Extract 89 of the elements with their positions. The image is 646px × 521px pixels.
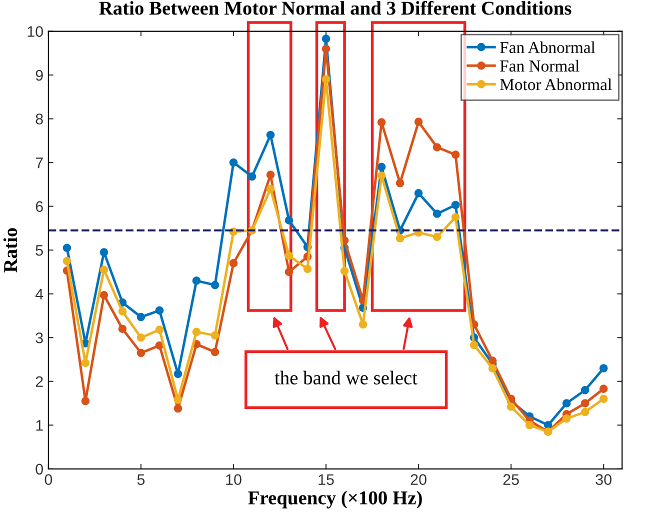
point: [488, 356, 497, 365]
point: [210, 348, 220, 356]
y-tick-label: 7: [36, 158, 43, 168]
point: [266, 130, 275, 140]
point: [562, 414, 571, 423]
y-tick-label: 6: [36, 201, 43, 212]
point: [100, 290, 108, 300]
point: [322, 34, 330, 43]
point: [248, 172, 256, 181]
point: [303, 264, 312, 274]
legend-label: Fan Normal: [500, 60, 580, 72]
x-tick-label: 10: [226, 474, 242, 485]
point: [562, 399, 571, 408]
y-tick-label: 0: [36, 464, 43, 475]
point: [414, 189, 423, 198]
point: [506, 402, 516, 411]
point: [136, 312, 146, 322]
point: [229, 259, 238, 268]
point: [377, 118, 386, 126]
point: [118, 307, 127, 316]
annotation: the band we select: [274, 370, 418, 384]
x-tick-label: 0: [44, 474, 52, 485]
legend-label: Motor Abnormal: [500, 78, 612, 90]
x-tick-label: 30: [596, 474, 612, 485]
y-tick-label: 3: [36, 332, 43, 344]
point: [432, 210, 442, 218]
point: [451, 200, 460, 210]
legend-label: Fan Abnormal: [500, 41, 596, 54]
point: [432, 143, 442, 152]
point: [210, 331, 220, 340]
point: [599, 394, 608, 404]
point: [174, 404, 182, 413]
point: [377, 172, 386, 180]
x-tick-label: 20: [410, 474, 426, 485]
point: [100, 266, 108, 274]
point: [525, 420, 534, 430]
point: [266, 170, 275, 179]
point: [136, 348, 146, 358]
point: [284, 216, 294, 224]
point: [136, 333, 146, 342]
y-tick-label: 1: [36, 420, 43, 431]
point: [155, 306, 164, 315]
point: [322, 75, 330, 84]
x-tick-label: 15: [318, 474, 334, 485]
y-tick-label: 10: [28, 26, 43, 37]
point: [174, 396, 182, 404]
point: [229, 158, 238, 167]
point: [396, 178, 404, 188]
y-tick-label: 2: [36, 376, 43, 387]
point: [470, 340, 478, 350]
point: [174, 370, 182, 378]
point: [488, 364, 497, 372]
point: [580, 408, 590, 416]
point: [284, 252, 294, 260]
point: [100, 248, 108, 256]
point: [192, 328, 201, 336]
point: [451, 213, 460, 222]
y-tick-label: 9: [36, 70, 43, 81]
point: [81, 358, 90, 368]
point: [266, 184, 275, 193]
point: [210, 280, 220, 290]
point: [580, 386, 590, 394]
point: [599, 384, 608, 393]
point: [414, 118, 423, 126]
point: [340, 266, 349, 276]
point: [580, 399, 590, 408]
chart-title: Ratio Between Motor Normal and 3 Different Conditions: [99, 0, 572, 15]
point: [432, 232, 442, 242]
point: [599, 364, 608, 372]
x-tick-label: 25: [503, 474, 519, 485]
x-tick-label: 5: [137, 474, 145, 485]
point: [81, 396, 90, 406]
point: [62, 244, 72, 252]
point: [396, 234, 404, 242]
y-axis-title: Ratio: [3, 228, 18, 272]
y-tick-label: 5: [36, 245, 43, 256]
point: [451, 150, 460, 159]
y-tick-label: 8: [36, 114, 43, 124]
point: [322, 44, 330, 53]
point: [358, 320, 368, 329]
point: [155, 341, 164, 350]
point: [62, 256, 72, 266]
point: [377, 162, 386, 172]
point: [192, 276, 201, 285]
point: [155, 326, 164, 334]
point: [118, 324, 127, 334]
point: [284, 268, 294, 276]
y-tick-label: 4: [35, 288, 44, 300]
x-axis-title: Frequency (×100 Hz): [248, 490, 422, 508]
